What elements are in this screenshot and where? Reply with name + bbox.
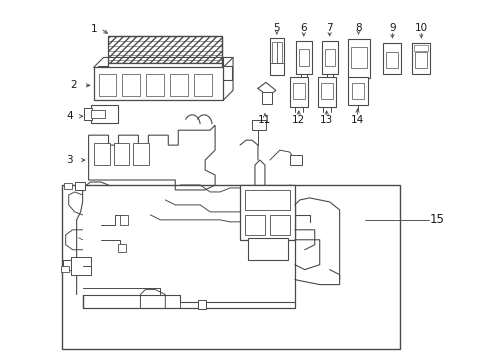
Bar	[295, 41, 311, 75]
Text: 7: 7	[325, 23, 332, 33]
Bar	[99, 75, 116, 96]
Bar	[298, 49, 308, 67]
Bar	[276, 41, 281, 63]
Bar	[289, 155, 301, 165]
Bar	[262, 92, 271, 104]
Bar	[90, 105, 118, 123]
Bar	[251, 120, 265, 130]
Text: 8: 8	[354, 23, 361, 33]
Bar	[194, 75, 212, 96]
Bar	[240, 185, 294, 240]
Bar	[222, 67, 232, 80]
Text: 11: 11	[258, 115, 271, 125]
Bar	[351, 84, 363, 99]
Bar	[350, 46, 366, 68]
Bar	[63, 183, 72, 189]
Bar	[122, 75, 140, 96]
Bar	[75, 182, 84, 190]
Text: 4: 4	[66, 111, 73, 121]
Bar	[347, 39, 369, 78]
Bar	[133, 143, 149, 165]
Bar	[90, 110, 104, 118]
Bar	[61, 185, 400, 348]
Text: 9: 9	[388, 23, 395, 33]
Bar	[413, 45, 427, 50]
Bar	[269, 215, 289, 235]
Text: 12: 12	[291, 115, 305, 125]
Bar	[146, 75, 164, 96]
Bar	[198, 300, 206, 310]
Bar	[107, 63, 222, 84]
Text: 13: 13	[320, 115, 333, 125]
Text: 6: 6	[300, 23, 306, 33]
Bar	[170, 75, 188, 96]
Bar	[292, 84, 304, 99]
Text: 3: 3	[66, 155, 73, 165]
Text: 10: 10	[414, 23, 427, 33]
Bar	[107, 36, 222, 63]
Bar	[324, 49, 334, 67]
Bar	[244, 215, 264, 235]
Bar	[321, 41, 337, 75]
Bar	[289, 77, 307, 107]
Bar	[93, 67, 223, 100]
Bar	[61, 266, 68, 272]
Bar	[71, 257, 90, 275]
Bar	[247, 238, 287, 260]
Text: 5: 5	[273, 23, 280, 33]
Bar	[120, 215, 128, 225]
Bar	[414, 53, 427, 68]
Text: 1: 1	[91, 24, 98, 33]
Bar	[317, 77, 335, 107]
Bar	[244, 190, 289, 210]
Bar	[347, 77, 367, 105]
Text: 2: 2	[70, 80, 77, 90]
Bar	[386, 53, 398, 68]
Bar	[98, 67, 107, 80]
Text: 14: 14	[350, 115, 364, 125]
Bar	[93, 143, 109, 165]
Bar	[118, 244, 126, 252]
Bar	[113, 143, 129, 165]
Bar	[383, 42, 401, 75]
Text: 15: 15	[428, 213, 443, 226]
Bar	[269, 37, 283, 75]
Bar	[83, 108, 91, 120]
Bar	[411, 42, 429, 75]
Bar	[320, 84, 332, 99]
Bar	[271, 41, 276, 63]
